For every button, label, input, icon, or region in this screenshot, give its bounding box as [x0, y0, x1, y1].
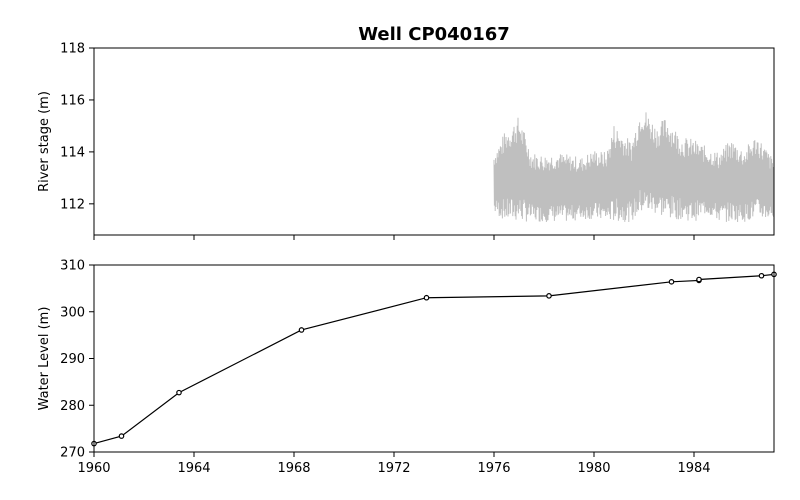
water-level-x-tick-label: 1968 — [277, 461, 310, 476]
water-level-series-line — [93, 273, 775, 445]
river-stage-panel: 112 114 116 118 River stage (m) — [37, 42, 775, 240]
water-level-panel: 270 280 290 300 310 1960 1964 1968 1972 1976 1980 1… — [37, 259, 777, 477]
river-stage-y-tick-label: 112 — [60, 197, 85, 212]
river-stage-series-line — [493, 112, 775, 223]
water-level-y-tick-label: 300 — [60, 305, 85, 320]
water-level-y-axis-label: Water Level (m) — [37, 307, 52, 411]
water-level-data-point — [423, 294, 430, 301]
water-level-y-tick-label: 280 — [60, 399, 85, 414]
water-level-y-tick-label: 270 — [60, 446, 85, 461]
water-level-data-point — [668, 279, 675, 285]
water-level-x-tick-label: 1964 — [177, 461, 210, 476]
water-level-data-point — [298, 327, 305, 333]
water-level-x-tick-label: 1960 — [77, 461, 110, 476]
water-level-data-point — [176, 389, 182, 396]
water-level-data-point — [758, 272, 765, 279]
river-stage-y-tick-label: 118 — [60, 42, 85, 57]
river-stage-y-tick-label: 116 — [60, 93, 85, 108]
water-level-data-point — [118, 433, 125, 439]
water-level-axes-frame — [93, 264, 775, 453]
river-stage-series — [493, 112, 775, 223]
river-stage-axes-frame — [93, 47, 775, 236]
river-stage-ticks: 112 114 116 118 — [60, 42, 695, 240]
water-level-data-point — [546, 293, 552, 299]
water-level-x-tick-label: 1984 — [677, 461, 710, 476]
water-level-ticks: 270 280 290 300 310 1960 1964 1968 1972 1976 1980 1… — [60, 259, 710, 477]
water-level-x-tick-label: 1976 — [477, 461, 510, 476]
water-level-x-tick-label: 1980 — [577, 461, 610, 476]
chart-title: Well CP040167 — [358, 24, 510, 45]
water-level-series — [91, 271, 777, 447]
water-level-x-tick-label: 1972 — [377, 461, 410, 476]
river-stage-y-axis-label: River stage (m) — [37, 91, 52, 192]
water-level-y-tick-label: 290 — [60, 352, 85, 367]
river-stage-y-tick-label: 114 — [60, 145, 85, 160]
water-level-y-tick-label: 310 — [60, 259, 85, 274]
water-level-data-point — [696, 276, 702, 283]
